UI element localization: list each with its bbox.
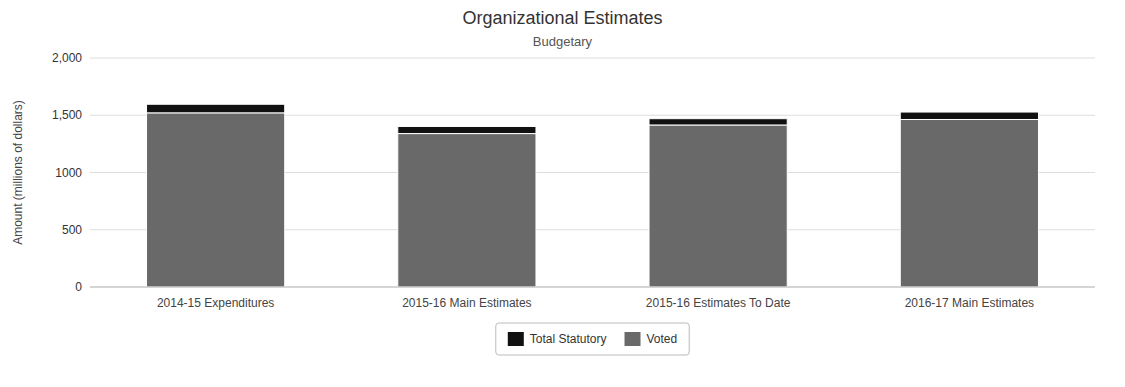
bar-segment xyxy=(649,125,787,287)
x-axis-line xyxy=(90,287,1095,288)
y-axis: 0 500 1000 1,500 2,000 xyxy=(52,51,1095,294)
x-tick-label: 2014-15 Expenditures xyxy=(157,296,274,310)
x-tick-label: 2016-17 Main Estimates xyxy=(905,296,1034,310)
title: Organizational Estimates xyxy=(462,8,662,28)
y-tick-label: 1000 xyxy=(55,166,82,180)
x-axis: 2014-15 Expenditures 2015-16 Main Estimat… xyxy=(157,296,1034,310)
bar-segment xyxy=(900,119,1038,287)
legend-label: Total Statutory xyxy=(530,332,607,346)
y-tick-label: 500 xyxy=(62,223,82,237)
legend-swatch xyxy=(508,332,524,346)
chart-container: Organizational Estimates Budgetary 0 500 100… xyxy=(0,0,1125,387)
x-tick-label: 2015-16 Estimates To Date xyxy=(646,296,791,310)
y-tick-label: 0 xyxy=(75,280,82,294)
bar-segment xyxy=(398,134,536,287)
bar-segment xyxy=(900,112,1038,119)
grid-line xyxy=(90,58,1095,59)
bars xyxy=(147,104,1039,287)
y-tick-label: 1,500 xyxy=(52,108,82,122)
y-axis-label: Amount (millions of dollars) xyxy=(11,100,25,245)
y-tick-label: 2,000 xyxy=(52,51,82,65)
legend-label: Voted xyxy=(647,332,678,346)
subtitle: Budgetary xyxy=(533,34,593,49)
bar-segment xyxy=(649,119,787,125)
bar-segment xyxy=(147,104,285,113)
grid-line xyxy=(90,287,1095,288)
chart-svg: Organizational Estimates Budgetary 0 500 100… xyxy=(0,0,1125,387)
legend-swatch xyxy=(625,332,641,346)
legend-frame xyxy=(496,323,689,355)
bar-segment xyxy=(147,113,285,287)
bar-segment xyxy=(398,126,536,133)
x-tick-label: 2015-16 Main Estimates xyxy=(402,296,531,310)
legend: Total Statutory Voted xyxy=(496,323,689,355)
